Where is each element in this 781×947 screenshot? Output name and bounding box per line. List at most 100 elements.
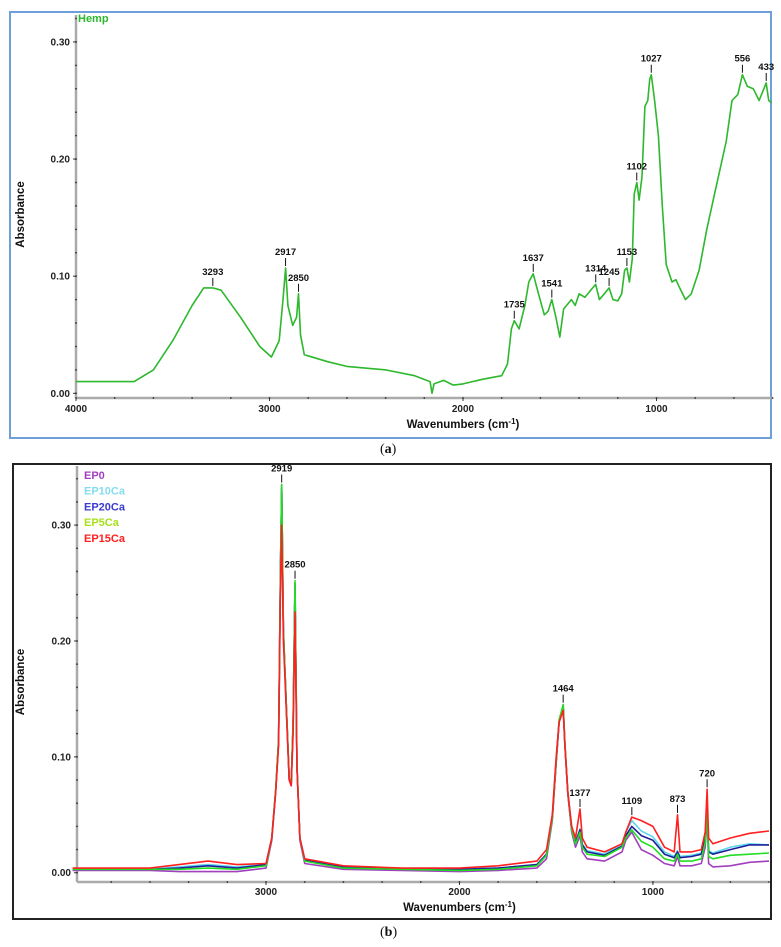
caption-b: (b) [380, 925, 397, 941]
y-minor-tick [75, 298, 77, 301]
caption-b-close: ) [392, 925, 398, 940]
peak-label: 2917 [275, 247, 296, 258]
x-minor-tick [690, 881, 693, 883]
y-minor-tick [75, 322, 77, 324]
x-axis-title-sup: -1 [505, 900, 513, 909]
y-minor-tick [75, 228, 77, 231]
legend-entry-ep20ca: EP20Ca [84, 501, 126, 513]
peak-label: 1464 [553, 684, 575, 695]
x-minor-tick [381, 881, 383, 883]
x-minor-tick [500, 397, 503, 399]
x-tick-label: 2000 [452, 404, 475, 415]
y-minor-tick [75, 87, 77, 90]
x-tick-label: 4000 [65, 404, 88, 415]
x-minor-tick [771, 397, 774, 399]
peak-label: 1027 [641, 54, 662, 65]
caption-a-open: ( [380, 442, 385, 457]
peak-label: 1377 [569, 788, 590, 799]
y-tick-label: 0.10 [52, 752, 72, 763]
peak-label: 1314 [585, 263, 607, 274]
x-minor-tick [694, 397, 697, 399]
x-tick-label: 2000 [448, 887, 471, 898]
y-minor-tick [75, 368, 77, 371]
legend-entry-ep0: EP0 [84, 470, 105, 482]
x-minor-tick [113, 397, 116, 399]
peak-label: 2850 [288, 273, 309, 284]
x-axis-title-main: Wavenumbers (cm [407, 419, 509, 431]
y-tick-label: 0.30 [52, 521, 72, 532]
x-minor-tick [110, 881, 113, 883]
chart-frame [9, 11, 772, 439]
y-minor-tick [75, 251, 77, 254]
y-minor-tick [76, 501, 78, 503]
peak-label: 720 [699, 768, 715, 779]
x-minor-tick [768, 881, 770, 883]
y-minor-tick [76, 686, 78, 689]
peak-label: 2919 [271, 464, 292, 475]
x-tick-label: 1000 [645, 404, 668, 415]
peak-label: 1153 [617, 247, 638, 258]
x-minor-tick [384, 397, 387, 399]
x-minor-tick [307, 397, 310, 399]
y-minor-tick [75, 111, 77, 114]
y-minor-tick [76, 616, 78, 619]
y-minor-tick [75, 345, 77, 348]
y-axis-title: Absorbance [15, 649, 27, 715]
chart-panel-b: 0.00 0.10 0.20 0.30 3000 2000 1000 Absorbance Wa… [12, 463, 772, 920]
y-axis-title: Absorbance [15, 181, 27, 247]
series-line-ep5ca [72, 483, 770, 872]
x-tick-label: 3000 [255, 887, 278, 898]
peak-label: 433 [758, 62, 774, 73]
peak-label: 1541 [541, 279, 563, 290]
y-minor-tick [75, 205, 77, 207]
y-minor-tick [76, 593, 78, 596]
caption-a-close: ) [391, 442, 397, 457]
caption-b-open: ( [380, 925, 385, 940]
y-minor-tick [76, 848, 78, 851]
peak-label: 2850 [284, 560, 305, 571]
y-minor-tick [76, 825, 78, 828]
caption-a: (a) [380, 442, 396, 458]
y-tick-label: 0.00 [51, 389, 71, 400]
chart-frame [12, 463, 772, 920]
peak-label: 556 [734, 54, 750, 65]
x-minor-tick [423, 397, 426, 399]
x-minor-tick [578, 397, 580, 399]
y-minor-tick [76, 570, 78, 573]
y-tick-label: 0.00 [52, 868, 72, 879]
y-minor-tick [76, 779, 78, 781]
series-line-ep15ca [72, 524, 770, 869]
y-minor-tick [76, 802, 78, 805]
y-minor-tick [76, 663, 78, 666]
x-minor-tick [535, 881, 538, 883]
x-minor-tick [229, 397, 232, 399]
legend-entry-hemp: Hemp [78, 13, 109, 25]
series-line-hemp [76, 73, 773, 395]
y-minor-tick [75, 181, 77, 184]
y-minor-tick [75, 64, 77, 67]
series-line-ep20ca [72, 487, 769, 871]
peak-label: 1109 [622, 796, 643, 807]
x-minor-tick [152, 397, 155, 399]
x-minor-tick [729, 881, 732, 883]
x-tick-label: 1000 [642, 887, 665, 898]
y-minor-tick [75, 17, 77, 20]
x-minor-tick [342, 881, 345, 883]
x-minor-tick [226, 881, 229, 883]
x-axis-title-end: ) [512, 902, 516, 914]
x-axis-title: Wavenumbers (cm-1) [403, 900, 516, 914]
x-minor-tick [539, 397, 542, 399]
x-minor-tick [733, 397, 735, 399]
x-minor-tick [191, 397, 194, 399]
x-minor-tick [613, 881, 616, 883]
peak-label: 1637 [523, 253, 544, 264]
x-tick-label: 3000 [258, 404, 281, 415]
legend-entry-ep15ca: EP15Ca [84, 533, 126, 545]
y-minor-tick [76, 477, 78, 480]
peak-label: 1102 [626, 161, 647, 172]
peak-label: 1735 [504, 300, 526, 311]
x-minor-tick [149, 881, 151, 883]
y-minor-tick [76, 547, 78, 550]
legend-entry-ep10ca: EP10Ca [84, 486, 126, 498]
x-axis-title-main: Wavenumbers (cm [403, 902, 505, 914]
